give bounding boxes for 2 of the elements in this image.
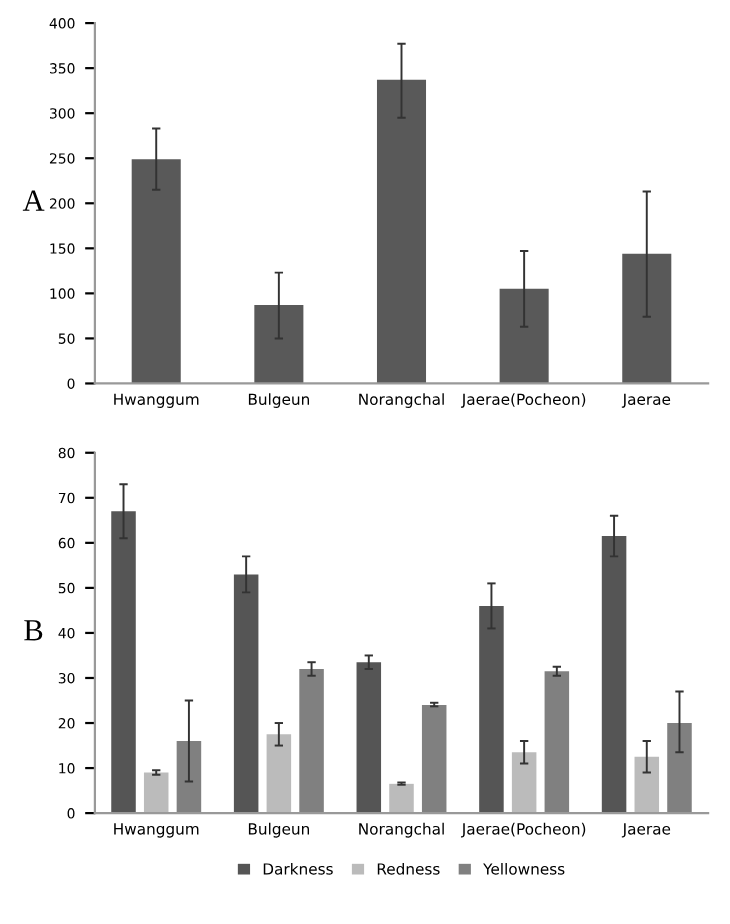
text: A [22, 190, 45, 211]
text: B [24, 620, 43, 641]
